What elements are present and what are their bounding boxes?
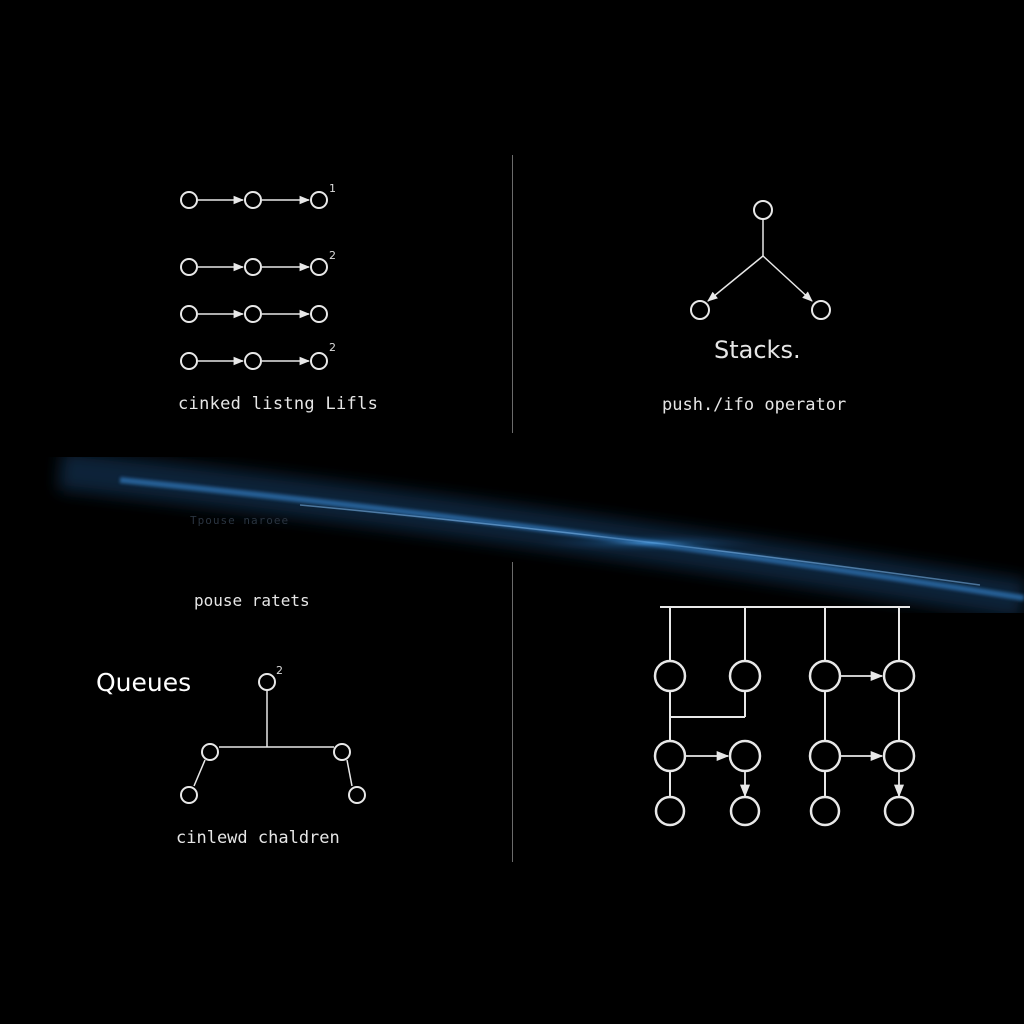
queue-branch-right — [346, 759, 353, 787]
list-row-marker: 1 — [329, 182, 336, 195]
stack-node-left — [690, 300, 710, 320]
queue-node-marker: 2 — [276, 664, 283, 677]
horizon-glow — [57, 450, 1024, 620]
list-row-4 — [180, 352, 328, 370]
queue-node-leaf-right — [348, 786, 366, 804]
list-node — [310, 305, 328, 323]
queue-node-root — [258, 673, 276, 691]
grid-node — [808, 659, 842, 693]
list-row-marker: 2 — [329, 249, 336, 262]
list-row-3 — [180, 305, 328, 323]
list-row-1 — [180, 191, 328, 209]
stack-node-right — [811, 300, 831, 320]
linked-list-caption: cinked listng Lifls — [178, 394, 379, 414]
list-row-2 — [180, 258, 328, 276]
stack-diagram — [690, 200, 831, 320]
grid-node — [654, 795, 686, 827]
grid-node — [728, 659, 762, 693]
list-row-marker: 2 — [329, 341, 336, 354]
divider-bottom — [512, 562, 513, 862]
list-node — [310, 352, 328, 370]
queue-node-mid-left — [201, 743, 219, 761]
queues-caption: cinlewd chaldren — [176, 828, 340, 848]
stack-arrow-right — [762, 255, 813, 302]
stack-arrow-left — [707, 255, 764, 302]
list-node — [310, 191, 328, 209]
grid-node — [809, 795, 841, 827]
list-node — [310, 258, 328, 276]
grid-node — [883, 795, 915, 827]
queue-node-leaf-left — [180, 786, 198, 804]
stacks-caption: push./ifo operator — [662, 395, 847, 415]
list-node — [244, 191, 262, 209]
divider-top — [512, 155, 513, 433]
grid-node — [653, 659, 687, 693]
grid-node — [728, 739, 762, 773]
stacks-title: Stacks. — [714, 336, 801, 364]
stack-node-top — [753, 200, 773, 220]
grid-node — [653, 739, 687, 773]
queue-branch-left — [193, 759, 206, 787]
list-node — [244, 258, 262, 276]
grid-node — [729, 795, 761, 827]
queue-node-mid-right — [333, 743, 351, 761]
queue-diagram — [180, 673, 366, 804]
grid-node — [882, 659, 916, 693]
grid-diagram — [653, 606, 916, 827]
list-node — [244, 352, 262, 370]
grid-node — [882, 739, 916, 773]
faint-text: Tpouse naroee — [190, 514, 290, 527]
list-node — [180, 258, 198, 276]
linked-list-diagram — [180, 191, 328, 370]
grid-node — [808, 739, 842, 773]
list-node — [180, 191, 198, 209]
queues-subtitle: pouse ratets — [194, 591, 310, 610]
list-node — [180, 352, 198, 370]
list-node — [244, 305, 262, 323]
queues-title: Queues — [96, 668, 192, 697]
list-node — [180, 305, 198, 323]
